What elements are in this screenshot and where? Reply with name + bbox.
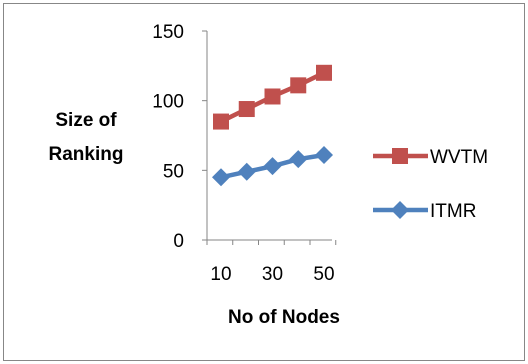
data-point-itmr: [315, 146, 333, 165]
x-tick-labels: 10 30 50: [210, 264, 334, 285]
data-point-itmr: [263, 157, 282, 176]
chart-frame: [3, 3, 525, 361]
y-tick-label: 150: [152, 22, 184, 43]
data-point-itmr: [212, 168, 230, 187]
x-tick-label: 10: [210, 264, 231, 285]
data-point-itmr: [289, 150, 308, 169]
x-tick-label: 30: [262, 264, 283, 285]
data-point-wvtm: [238, 101, 255, 118]
legend-item-itmr: ITMR: [373, 201, 476, 222]
data-point-wvtm: [264, 88, 281, 105]
series-itmr: [212, 146, 333, 187]
data-point-wvtm: [213, 113, 229, 130]
data-point-wvtm: [316, 64, 332, 81]
data-point-itmr: [237, 162, 256, 181]
y-axis-title-line-1: Size of: [55, 110, 117, 131]
y-tick-labels: 0 50 100 150: [152, 22, 184, 252]
legend-marker-itmr: [391, 201, 409, 219]
legend-label-itmr: ITMR: [430, 201, 476, 222]
series-wvtm: [213, 64, 332, 130]
x-axis-title: No of Nodes: [228, 307, 340, 328]
legend-label-wvtm: WVTM: [430, 147, 488, 168]
y-tick-label: 50: [163, 161, 184, 182]
series-layer: [212, 64, 333, 187]
x-tick-label: 50: [313, 264, 334, 285]
legend-item-wvtm: WVTM: [373, 147, 488, 168]
legend-marker-wvtm: [392, 148, 408, 164]
y-tick-label: 0: [173, 231, 184, 252]
y-tick-label: 100: [152, 92, 184, 113]
chart-axes: [202, 30, 337, 245]
data-point-wvtm: [290, 77, 307, 94]
legend: WVTM ITMR: [373, 147, 488, 222]
y-axis-title-line-2: Ranking: [49, 144, 124, 165]
